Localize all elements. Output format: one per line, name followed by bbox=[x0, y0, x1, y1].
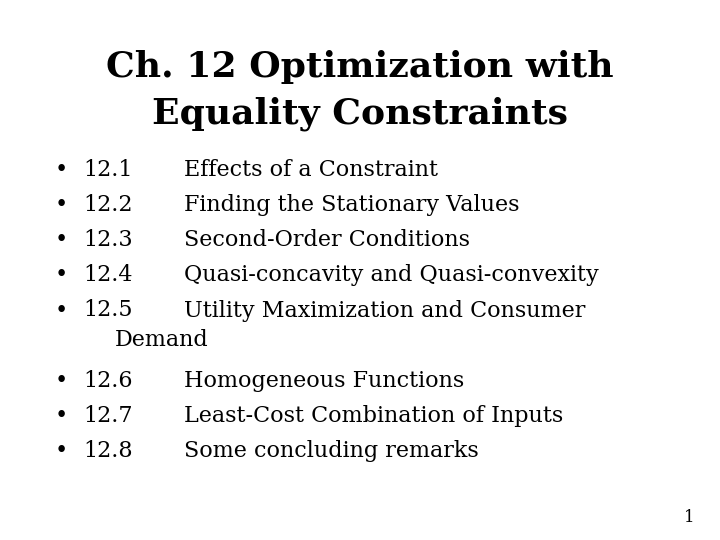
Text: Ch. 12 Optimization with: Ch. 12 Optimization with bbox=[106, 51, 614, 84]
Text: 1: 1 bbox=[684, 510, 695, 526]
Text: •: • bbox=[55, 370, 68, 392]
Text: •: • bbox=[55, 230, 68, 251]
Text: •: • bbox=[55, 405, 68, 427]
Text: 12.8: 12.8 bbox=[84, 440, 133, 462]
Text: 12.5: 12.5 bbox=[84, 300, 133, 321]
Text: 12.6: 12.6 bbox=[84, 370, 133, 392]
Text: Utility Maximization and Consumer: Utility Maximization and Consumer bbox=[184, 300, 585, 321]
Text: •: • bbox=[55, 265, 68, 286]
Text: •: • bbox=[55, 300, 68, 321]
Text: •: • bbox=[55, 194, 68, 216]
Text: Homogeneous Functions: Homogeneous Functions bbox=[184, 370, 464, 392]
Text: Second-Order Conditions: Second-Order Conditions bbox=[184, 230, 469, 251]
Text: Some concluding remarks: Some concluding remarks bbox=[184, 440, 478, 462]
Text: Demand: Demand bbox=[115, 329, 209, 351]
Text: Effects of a Constraint: Effects of a Constraint bbox=[184, 159, 438, 181]
Text: 12.3: 12.3 bbox=[84, 230, 133, 251]
Text: •: • bbox=[55, 159, 68, 181]
Text: Quasi-concavity and Quasi-convexity: Quasi-concavity and Quasi-convexity bbox=[184, 265, 598, 286]
Text: 12.1: 12.1 bbox=[84, 159, 133, 181]
Text: •: • bbox=[55, 440, 68, 462]
Text: 12.7: 12.7 bbox=[84, 405, 133, 427]
Text: 12.2: 12.2 bbox=[84, 194, 133, 216]
Text: Finding the Stationary Values: Finding the Stationary Values bbox=[184, 194, 519, 216]
Text: Equality Constraints: Equality Constraints bbox=[152, 96, 568, 131]
Text: Least-Cost Combination of Inputs: Least-Cost Combination of Inputs bbox=[184, 405, 563, 427]
Text: 12.4: 12.4 bbox=[84, 265, 133, 286]
